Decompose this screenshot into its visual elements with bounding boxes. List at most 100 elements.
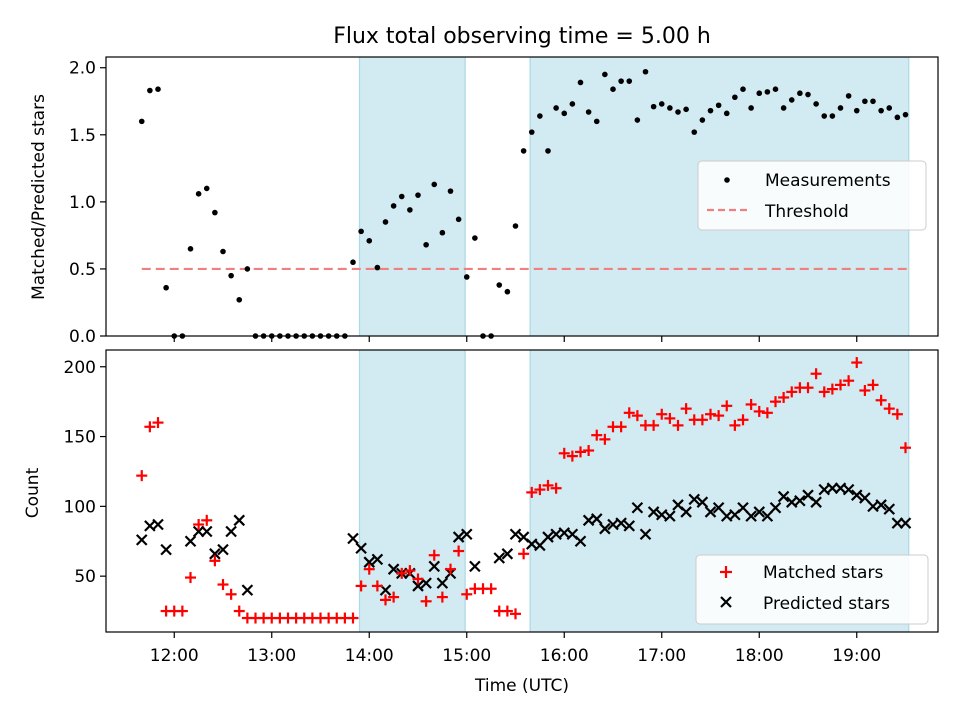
y-tick-label: 2.0 bbox=[69, 59, 96, 79]
top-axes-frame bbox=[105, 56, 939, 337]
predicted-star-point bbox=[704, 506, 717, 518]
predicted-star-point bbox=[371, 553, 384, 566]
predicted-star-point bbox=[664, 510, 676, 522]
measurement-point bbox=[610, 86, 616, 92]
matched-star-point bbox=[875, 394, 887, 406]
predicted-star-point bbox=[688, 493, 701, 506]
matched-star-point bbox=[810, 368, 822, 380]
matched-star-point bbox=[802, 382, 814, 394]
matched-star-point bbox=[672, 419, 684, 431]
matched-star-point bbox=[623, 407, 635, 419]
predicted-star-stroke bbox=[460, 528, 473, 541]
predicted-star-point bbox=[200, 525, 213, 538]
predicted-star-stroke bbox=[599, 522, 611, 535]
measurement-point bbox=[764, 89, 771, 95]
measurement-point bbox=[553, 105, 559, 111]
measurement-point bbox=[748, 105, 754, 111]
measurement-point bbox=[463, 274, 470, 280]
predicted-star-point bbox=[469, 560, 481, 573]
predicted-star-stroke bbox=[420, 577, 432, 589]
measurement-point bbox=[236, 296, 243, 303]
measurement-point bbox=[862, 98, 868, 105]
predicted-star-stroke bbox=[607, 518, 619, 531]
matched-star-point bbox=[778, 391, 790, 403]
measurement-point bbox=[772, 86, 779, 92]
matched-star-point bbox=[217, 579, 229, 591]
matched-star-point bbox=[648, 419, 660, 431]
predicted-star-point bbox=[639, 528, 652, 541]
predicted-star-stroke bbox=[241, 584, 254, 596]
measurement-point bbox=[407, 207, 413, 213]
predicted-star-stroke bbox=[777, 490, 790, 503]
predicted-star-stroke bbox=[712, 501, 725, 514]
measurement-point bbox=[431, 181, 438, 188]
matched-star-point bbox=[510, 608, 521, 620]
predicted-star-point bbox=[452, 531, 465, 543]
predicted-star-stroke bbox=[639, 528, 652, 541]
measurement-point bbox=[512, 223, 519, 229]
predicted-star-point bbox=[542, 531, 554, 543]
matched-star-point bbox=[737, 414, 749, 426]
measurement-point bbox=[634, 117, 641, 123]
measurement-point bbox=[147, 87, 153, 94]
matched-star-point bbox=[404, 565, 416, 577]
matched-star-point bbox=[501, 605, 513, 617]
y-tick-label: 150 bbox=[64, 428, 96, 448]
matched-star-point bbox=[761, 407, 773, 419]
matched-star-point bbox=[664, 412, 676, 424]
bottom-panel: 50 100 150 200 12:00 13:00 14:00 15:00 16:00 17:… bbox=[23, 349, 939, 696]
matched-star-point bbox=[542, 479, 554, 491]
matched-star-point bbox=[550, 482, 562, 494]
predicted-star-stroke bbox=[582, 514, 595, 527]
predicted-star-stroke bbox=[664, 510, 676, 522]
measurement-point bbox=[138, 118, 145, 125]
predicted-star-point bbox=[135, 534, 148, 546]
top-legend: Measurements Threshold bbox=[697, 160, 927, 231]
y-tick-label: 0.0 bbox=[69, 327, 96, 347]
matched-star-point bbox=[558, 447, 570, 459]
matched-star-point bbox=[461, 588, 473, 600]
legend-threshold-label: Threshold bbox=[764, 202, 849, 222]
measurement-point bbox=[894, 114, 901, 121]
matched-star-point bbox=[680, 403, 692, 415]
predicted-star-point bbox=[810, 496, 822, 508]
measurement-point bbox=[496, 282, 503, 288]
predicted-star-point bbox=[347, 532, 359, 545]
measurement-point bbox=[187, 246, 194, 252]
measurement-point bbox=[853, 107, 860, 114]
matched-star-point bbox=[347, 612, 359, 624]
measurement-point bbox=[520, 148, 527, 154]
measurement-point bbox=[374, 264, 381, 271]
matched-star-point bbox=[534, 484, 546, 496]
matched-star-point bbox=[225, 588, 237, 600]
predicted-star-stroke bbox=[379, 584, 392, 596]
predicted-star-point bbox=[842, 483, 855, 496]
predicted-star-stroke bbox=[745, 510, 757, 522]
matched-star-point bbox=[453, 545, 465, 557]
measurement-point bbox=[561, 110, 568, 117]
matched-star-point bbox=[152, 417, 164, 429]
measurement-point bbox=[691, 129, 698, 135]
matched-star-point bbox=[233, 605, 245, 617]
matched-star-point bbox=[713, 410, 725, 422]
measurement-point bbox=[203, 185, 210, 192]
predicted-star-stroke bbox=[566, 528, 579, 541]
measurement-point bbox=[667, 105, 673, 111]
predicted-star-point bbox=[460, 528, 473, 541]
predicted-star-stroke bbox=[680, 506, 692, 518]
measurement-point bbox=[618, 78, 624, 84]
matched-star-point bbox=[420, 595, 432, 607]
predicted-star-stroke bbox=[452, 531, 465, 543]
measurement-point bbox=[447, 188, 454, 194]
y-tick-label: 0.5 bbox=[69, 260, 96, 280]
measurement-point bbox=[455, 216, 462, 223]
predicted-star-point bbox=[745, 510, 757, 522]
predicted-star-point bbox=[850, 489, 863, 501]
bottom-legend-box bbox=[695, 554, 929, 625]
matched-star-point bbox=[615, 421, 627, 433]
predicted-star-point bbox=[209, 548, 221, 560]
predicted-star-point bbox=[615, 517, 627, 529]
x-tick-label: 12:00 bbox=[150, 646, 199, 666]
y-tick-label: 1.5 bbox=[69, 126, 96, 146]
